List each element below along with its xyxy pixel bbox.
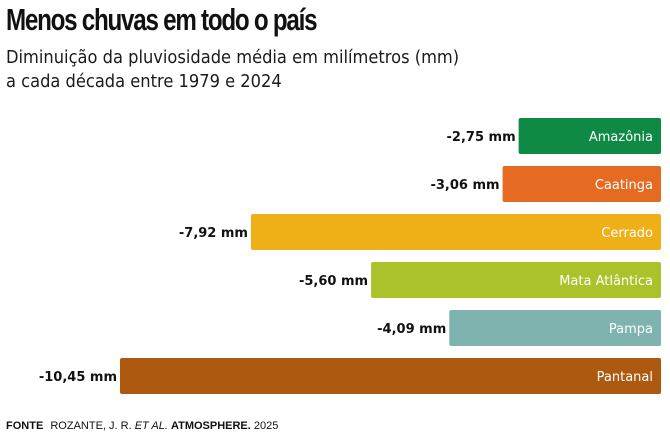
bar-category-label: Caatinga (595, 178, 653, 193)
source-label: FONTE (6, 420, 44, 432)
source-journal: ATMOSPHERE. (170, 420, 251, 432)
bar-cerrado (250, 214, 661, 250)
chart-title: Menos chuvas em todo o país (6, 2, 318, 37)
bar-value-label: -3,06 mm (430, 178, 499, 193)
bar-value-label: -4,09 mm (377, 322, 446, 337)
bar-value-label: -5,60 mm (299, 274, 368, 289)
bar-category-label: Amazônia (589, 130, 653, 145)
bar-value-label: -7,92 mm (179, 226, 248, 241)
bar-pantanal (120, 358, 661, 394)
bar-mata-atlantica (371, 262, 661, 298)
bar-category-label: Pampa (609, 322, 653, 337)
bar-amazonia (518, 118, 661, 154)
bar-pampa (449, 310, 661, 346)
subtitle-line-1: Diminuição da pluviosidade média em milí… (6, 48, 460, 68)
subtitle-line-2: a cada década entre 1979 e 2024 (6, 72, 282, 92)
bar-category-label: Mata Atlântica (559, 274, 653, 289)
bar-category-label: Pantanal (597, 370, 653, 385)
bar-category-label: Cerrado (601, 226, 653, 241)
chart-subtitle: Diminuição da pluviosidade média em milí… (6, 46, 459, 94)
source-note: FONTE ROZANTE, J. R. ET AL. ATMOSPHERE. … (6, 420, 278, 432)
bar-caatinga (502, 166, 661, 202)
bar-value-label: -10,45 mm (39, 370, 117, 385)
source-etal: ET AL. (134, 420, 168, 432)
source-year: 2025 (253, 420, 279, 432)
source-authors: ROZANTE, J. R. (50, 420, 132, 432)
bar-value-label: -2,75 mm (447, 130, 516, 145)
